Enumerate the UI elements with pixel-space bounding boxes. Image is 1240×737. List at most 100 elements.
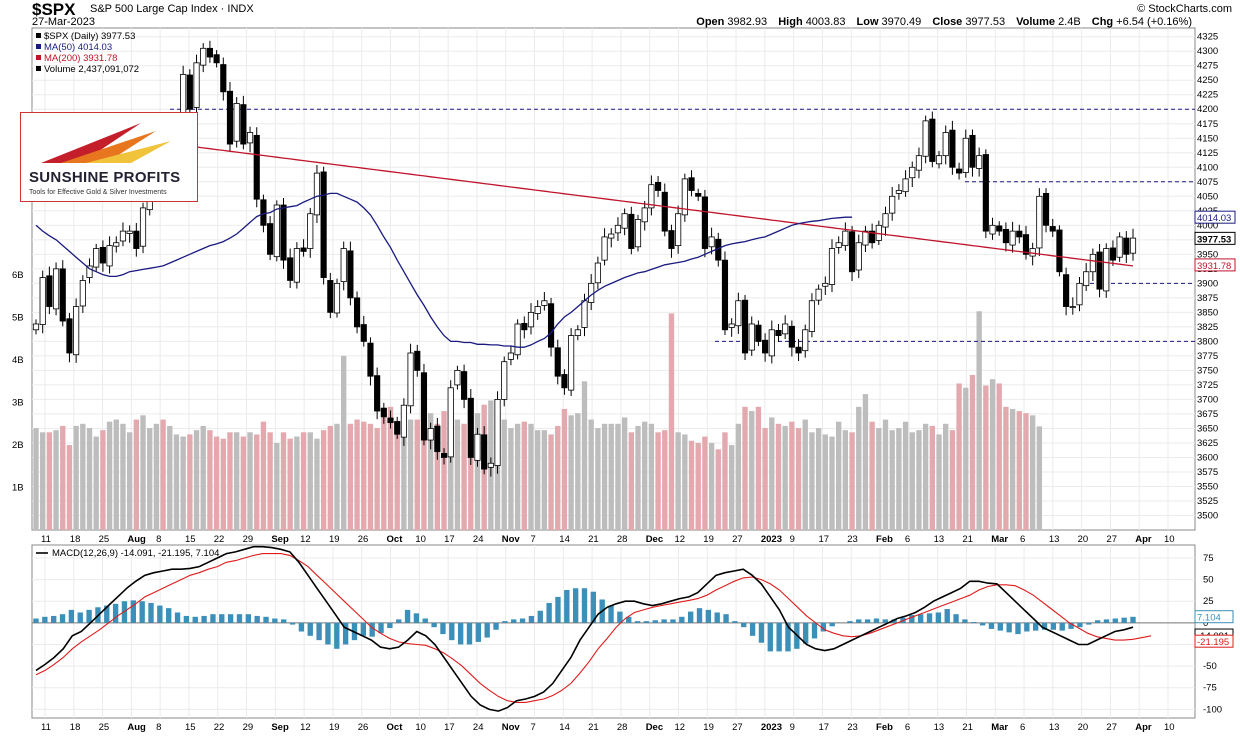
volume-bar	[394, 423, 400, 530]
volume-bar	[120, 423, 126, 530]
time-tick-label: Dec	[646, 722, 663, 733]
volume-bar	[521, 421, 527, 530]
macd-histogram-bar	[1103, 619, 1110, 623]
time-tick-label: 13	[1049, 534, 1060, 545]
volume-bar	[160, 419, 166, 530]
time-tick-label: 11	[41, 534, 51, 545]
volume-bar	[555, 425, 561, 530]
time-tick-label: 21	[588, 534, 599, 545]
candle-body	[407, 352, 414, 407]
macd-histogram-bar	[316, 622, 322, 641]
price-tick-label: 3625	[1197, 438, 1218, 449]
volume-bar	[588, 419, 594, 530]
time-tick-label: Oct	[387, 534, 404, 545]
candle-body	[340, 248, 347, 283]
macd-histogram-bar	[802, 622, 809, 644]
candle-body	[313, 172, 321, 216]
volume-bar	[307, 432, 313, 530]
volume-bar	[33, 428, 39, 530]
candle-body	[755, 324, 762, 342]
ma200-value-tag: 3931.78	[1197, 261, 1231, 272]
price-tick-label: 3575	[1197, 467, 1218, 478]
candle-body	[728, 323, 735, 328]
macd-value-tag-box	[1194, 634, 1234, 648]
candle-body	[447, 387, 454, 458]
macd-histogram-bar	[1041, 622, 1048, 630]
volume-bar	[548, 434, 554, 530]
candle-body	[822, 282, 829, 287]
macd-histogram-bar	[475, 622, 482, 642]
candle-body	[541, 300, 548, 306]
volume-bar	[789, 421, 795, 530]
candle-body	[608, 233, 615, 239]
macd-histogram-bar	[767, 622, 773, 652]
time-tick-label: 17	[444, 534, 455, 545]
time-tick-label: 19	[329, 534, 340, 545]
price-tick-label: 3825	[1197, 322, 1218, 333]
candle-body	[347, 250, 354, 299]
volume-bar	[648, 423, 655, 530]
macd-histogram-bar	[864, 619, 871, 623]
macd-histogram-bar	[988, 622, 995, 629]
candle-body	[320, 171, 327, 278]
ma50-value-tag: 4014.03	[1197, 213, 1231, 224]
candle-body	[949, 129, 956, 168]
macd-histogram-bar	[210, 614, 216, 623]
macd-histogram-bar	[997, 622, 1003, 631]
candle-body	[1042, 192, 1050, 226]
macd-histogram-bar	[608, 605, 614, 623]
candle-body	[186, 74, 193, 110]
candle-body	[909, 166, 916, 179]
volume-bar	[889, 430, 895, 530]
candle-body	[701, 196, 708, 249]
candle-body	[1049, 226, 1056, 232]
candle-body	[106, 245, 113, 267]
close-value: 3977.53	[965, 16, 1006, 28]
macd-histogram-bar	[785, 622, 791, 652]
volume-bar	[715, 449, 721, 530]
candle-body	[333, 282, 341, 314]
time-tick-label: 6	[1020, 722, 1025, 733]
macd-histogram-bar	[873, 618, 880, 623]
volume-bar	[742, 406, 748, 530]
volume-bar	[688, 440, 695, 530]
candle-body	[748, 323, 755, 351]
volume-bar	[849, 432, 855, 530]
macd-histogram-bar	[192, 616, 198, 623]
candle-body	[1002, 228, 1009, 244]
candle-body	[721, 259, 729, 331]
macd-histogram-bar	[528, 615, 535, 623]
volume-bar	[936, 434, 942, 530]
volume-bar	[66, 445, 73, 530]
macd-histogram-bar	[758, 622, 765, 643]
time-tick-label: 17	[444, 722, 455, 733]
time-tick-label: Dec	[646, 534, 663, 545]
volume-bar	[501, 419, 507, 530]
legend-entry: MA(50) 4014.03	[44, 42, 112, 53]
time-tick-label: 18	[70, 534, 81, 545]
candle-body	[795, 346, 802, 354]
volume-bar	[876, 428, 882, 530]
candle-body	[267, 223, 274, 255]
candle-body	[594, 262, 601, 284]
macd-histogram-bar	[1068, 622, 1074, 629]
macd-tick-label: 0	[1203, 618, 1208, 629]
volume-bar	[1036, 426, 1043, 530]
time-tick-label: 21	[588, 722, 599, 733]
volume-bar	[869, 421, 875, 530]
macd-histogram-bar	[918, 614, 924, 623]
volume-bar	[227, 432, 233, 530]
macd-histogram-bar	[714, 612, 720, 623]
macd-histogram-bar	[687, 611, 694, 623]
candle-body	[668, 230, 675, 249]
time-tick-label: Aug	[127, 534, 146, 545]
time-tick-label: 2023	[761, 722, 782, 733]
volume-bar	[996, 383, 1002, 530]
price-tick-label: 3600	[1197, 452, 1218, 463]
volume-bar	[621, 417, 628, 530]
macd-histogram-bar	[732, 621, 738, 623]
macd-histogram-bar	[572, 588, 579, 623]
price-tick-label: 3650	[1197, 423, 1218, 434]
volume-bar	[922, 423, 929, 530]
time-tick-label: 13	[934, 534, 945, 545]
